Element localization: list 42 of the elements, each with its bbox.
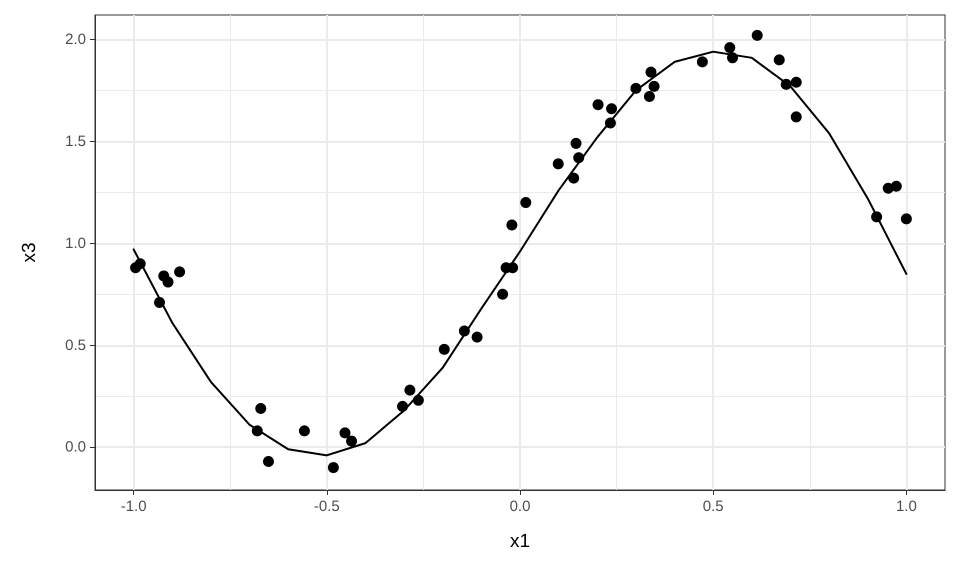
- point: [644, 91, 655, 102]
- x-tick-label: -1.0: [120, 498, 147, 515]
- x-tick-label: -0.5: [314, 498, 340, 515]
- point: [346, 436, 358, 447]
- point: [298, 425, 310, 436]
- y-tick-label: 0.0: [65, 438, 86, 456]
- y-tick-label: 2.0: [65, 30, 86, 48]
- x-axis-title: x1: [510, 531, 530, 552]
- point: [339, 427, 350, 438]
- point: [570, 138, 582, 149]
- point: [438, 344, 450, 355]
- x-tick-label: 0.0: [510, 498, 530, 515]
- point: [890, 180, 902, 192]
- point: [506, 219, 518, 230]
- point: [497, 288, 508, 300]
- point: [162, 276, 174, 288]
- point: [900, 213, 912, 224]
- point: [774, 54, 785, 66]
- point: [262, 456, 274, 467]
- point: [790, 76, 802, 88]
- point: [592, 99, 604, 110]
- point: [472, 332, 483, 343]
- point: [255, 402, 266, 414]
- y-tick-label: 1.0: [65, 234, 86, 252]
- point: [752, 30, 763, 41]
- point: [606, 103, 618, 114]
- point: [174, 266, 186, 278]
- x-tick-label: 0.5: [702, 498, 724, 515]
- point: [520, 197, 532, 208]
- point: [328, 462, 339, 474]
- point: [696, 56, 708, 68]
- point: [648, 80, 660, 92]
- point: [404, 384, 416, 396]
- point: [568, 172, 580, 184]
- y-axis-title: x3: [19, 242, 40, 263]
- x-tick-label: 1.0: [896, 498, 917, 515]
- point: [790, 111, 802, 122]
- point: [552, 158, 564, 170]
- y-tick-label: 0.5: [65, 336, 86, 354]
- point: [724, 42, 736, 54]
- y-tick-label: 1.5: [65, 132, 86, 150]
- point: [645, 66, 656, 78]
